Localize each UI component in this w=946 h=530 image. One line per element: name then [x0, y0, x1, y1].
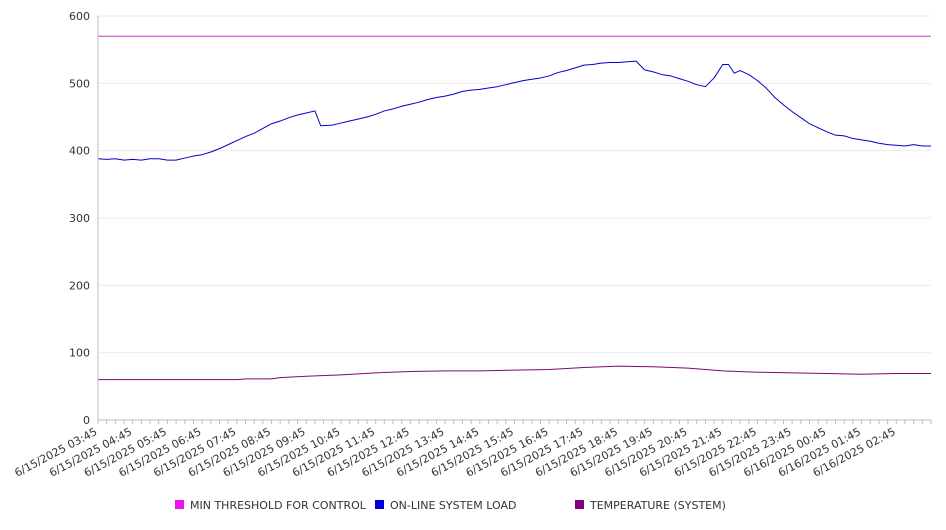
legend-swatch: [375, 500, 384, 509]
series-lines: [97, 35, 931, 381]
legend-label: ON-LINE SYSTEM LOAD: [390, 499, 516, 512]
y-tick-label: 300: [69, 212, 90, 225]
legend: MIN THRESHOLD FOR CONTROL ON-LINE SYSTEM …: [175, 499, 726, 512]
y-tick-label: 500: [69, 77, 90, 90]
series-line-2: [98, 365, 931, 381]
y-tick-label: 600: [69, 10, 90, 23]
legend-label: MIN THRESHOLD FOR CONTROL: [190, 499, 367, 512]
axes: [97, 16, 931, 421]
y-tick-label: 0: [83, 414, 90, 427]
y-tick-label: 200: [69, 279, 90, 292]
legend-label: TEMPERATURE (SYSTEM): [589, 499, 726, 512]
legend-swatch: [175, 500, 184, 509]
legend-swatch: [575, 500, 584, 509]
grid-lines: [98, 15, 931, 354]
y-axis-ticks: 0 100 200 300 400 500 600: [69, 10, 90, 427]
series-line-1: [97, 60, 931, 161]
y-tick-label: 400: [69, 145, 90, 158]
x-axis-ticks: 6/15/2025 03:456/15/2025 04:456/15/2025 …: [12, 420, 932, 480]
y-tick-label: 100: [69, 347, 90, 360]
